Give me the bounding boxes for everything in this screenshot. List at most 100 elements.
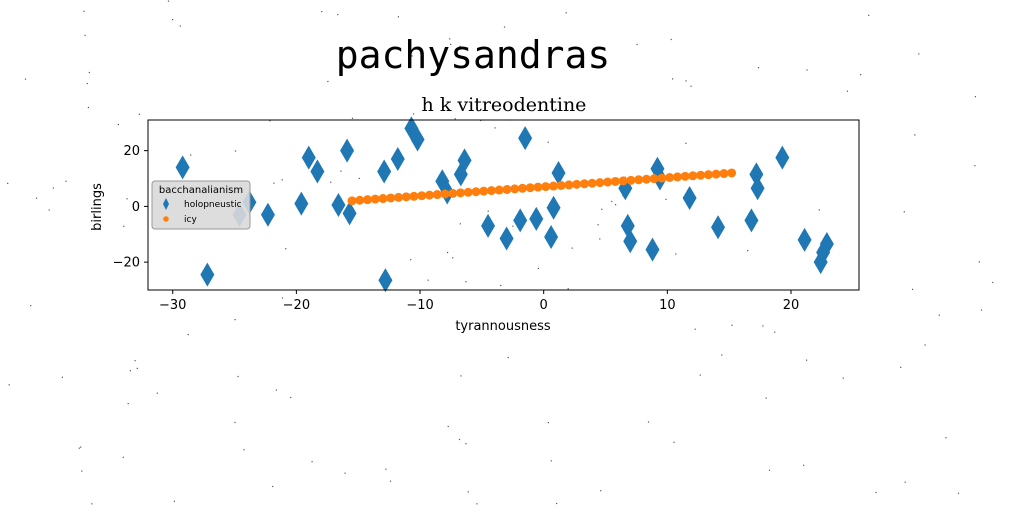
noise-dot	[272, 485, 274, 488]
noise-dot	[122, 456, 124, 458]
noise-dot	[129, 370, 131, 372]
noise-dot	[476, 503, 478, 505]
noise-dot	[747, 250, 749, 252]
noise-dot	[818, 209, 820, 211]
scatter-point-icy	[603, 177, 613, 187]
noise-dot	[351, 117, 354, 119]
noise-dot	[636, 43, 638, 46]
noise-dot	[465, 443, 467, 445]
noise-dot	[547, 141, 549, 143]
noise-dot	[136, 367, 138, 369]
noise-dot	[615, 204, 617, 206]
y-tick-label: 0	[132, 200, 140, 215]
noise-dot	[672, 78, 674, 80]
noise-dot	[290, 396, 292, 399]
noise-dot	[452, 257, 454, 259]
scatter-point-holopneustic	[260, 202, 275, 227]
noise-dot	[190, 154, 192, 156]
scatter-point-holopneustic	[481, 213, 496, 238]
legend-title: bacchanalianism	[159, 185, 243, 196]
noise-dot	[537, 267, 539, 269]
scatter-point-icy	[394, 192, 404, 202]
noise-dot	[685, 80, 687, 82]
noise-dot	[243, 449, 245, 451]
scatter-point-icy	[347, 196, 357, 206]
scatter-point-icy	[680, 171, 690, 181]
scatter-point-icy	[425, 190, 434, 200]
x-tick-label: 0	[540, 298, 548, 313]
scatter-point-icy	[502, 184, 512, 194]
noise-dot	[311, 461, 313, 463]
noise-dot	[945, 437, 947, 439]
scatter-point-icy	[688, 171, 698, 181]
scatter-point-icy	[696, 170, 706, 180]
scatter-point-holopneustic	[513, 208, 528, 233]
noise-dot	[459, 45, 461, 47]
legend: bacchanalianism holopneustic icy	[151, 180, 251, 230]
noise-dot	[65, 180, 67, 182]
y-tick-label: −20	[113, 256, 140, 271]
noise-dot	[35, 197, 38, 199]
noise-dot	[803, 464, 805, 466]
noise-dot	[275, 389, 277, 391]
noise-dot	[765, 397, 767, 399]
noise-dot	[234, 319, 236, 321]
noise-dot	[665, 198, 667, 200]
scatter-point-holopneustic	[175, 155, 190, 180]
scatter-point-holopneustic	[340, 138, 355, 163]
legend-label-icy: icy	[184, 215, 197, 225]
noise-dot	[30, 305, 32, 307]
noise-dot	[358, 177, 360, 179]
noise-dot	[281, 179, 283, 181]
noise-dot	[565, 12, 567, 14]
noise-dot	[80, 446, 82, 448]
scatter-point-icy	[548, 181, 558, 191]
scatter-point-icy	[587, 178, 597, 188]
scatter-point-holopneustic	[518, 126, 533, 151]
noise-dot	[500, 284, 502, 287]
noise-dot	[234, 421, 236, 424]
noise-dot	[957, 492, 960, 494]
scatter-point-holopneustic	[546, 195, 561, 220]
scatter-point-holopneustic	[623, 229, 638, 254]
scatter-point-icy	[510, 184, 520, 194]
noise-dot	[601, 208, 603, 210]
noise-dot	[694, 328, 696, 330]
scatter-point-icy	[409, 191, 419, 201]
legend-marker-holopneustic	[163, 198, 169, 210]
noise-dot	[78, 447, 80, 449]
scatter-point-icy	[401, 192, 411, 202]
noise-dot	[83, 10, 85, 12]
noise-dot	[924, 344, 926, 346]
x-tick-label: −20	[283, 298, 310, 313]
scatter-point-icy	[455, 188, 465, 198]
scatter-point-holopneustic	[410, 127, 425, 152]
y-axis-label: birlings	[90, 183, 105, 231]
noise-dot	[91, 503, 93, 505]
plot-frame	[147, 119, 860, 291]
scatter-point-holopneustic	[499, 226, 514, 251]
noise-dot	[127, 403, 129, 405]
noise-dot	[903, 211, 905, 213]
x-tick-label: 10	[659, 298, 676, 313]
noise-dot	[599, 238, 601, 240]
scatter-point-holopneustic	[390, 147, 405, 172]
noise-dot	[460, 375, 462, 377]
scatter-point-holopneustic	[645, 237, 660, 262]
scatter-point-icy	[355, 195, 365, 205]
scatter-point-icy	[672, 172, 682, 182]
noise-dot	[550, 460, 552, 462]
noise-dot	[389, 480, 392, 482]
noise-dot	[731, 324, 733, 326]
scatter-point-holopneustic	[378, 268, 393, 293]
noise-dot	[487, 210, 489, 212]
scatter-point-icy	[494, 185, 504, 195]
noise-dot	[173, 500, 175, 502]
noise-dot	[413, 113, 415, 115]
noise-dot	[900, 366, 902, 368]
noise-dot	[690, 85, 692, 87]
noise-dot	[547, 422, 549, 424]
noise-dot	[762, 325, 764, 327]
noise-dot	[685, 142, 687, 144]
noise-dot	[806, 69, 808, 71]
